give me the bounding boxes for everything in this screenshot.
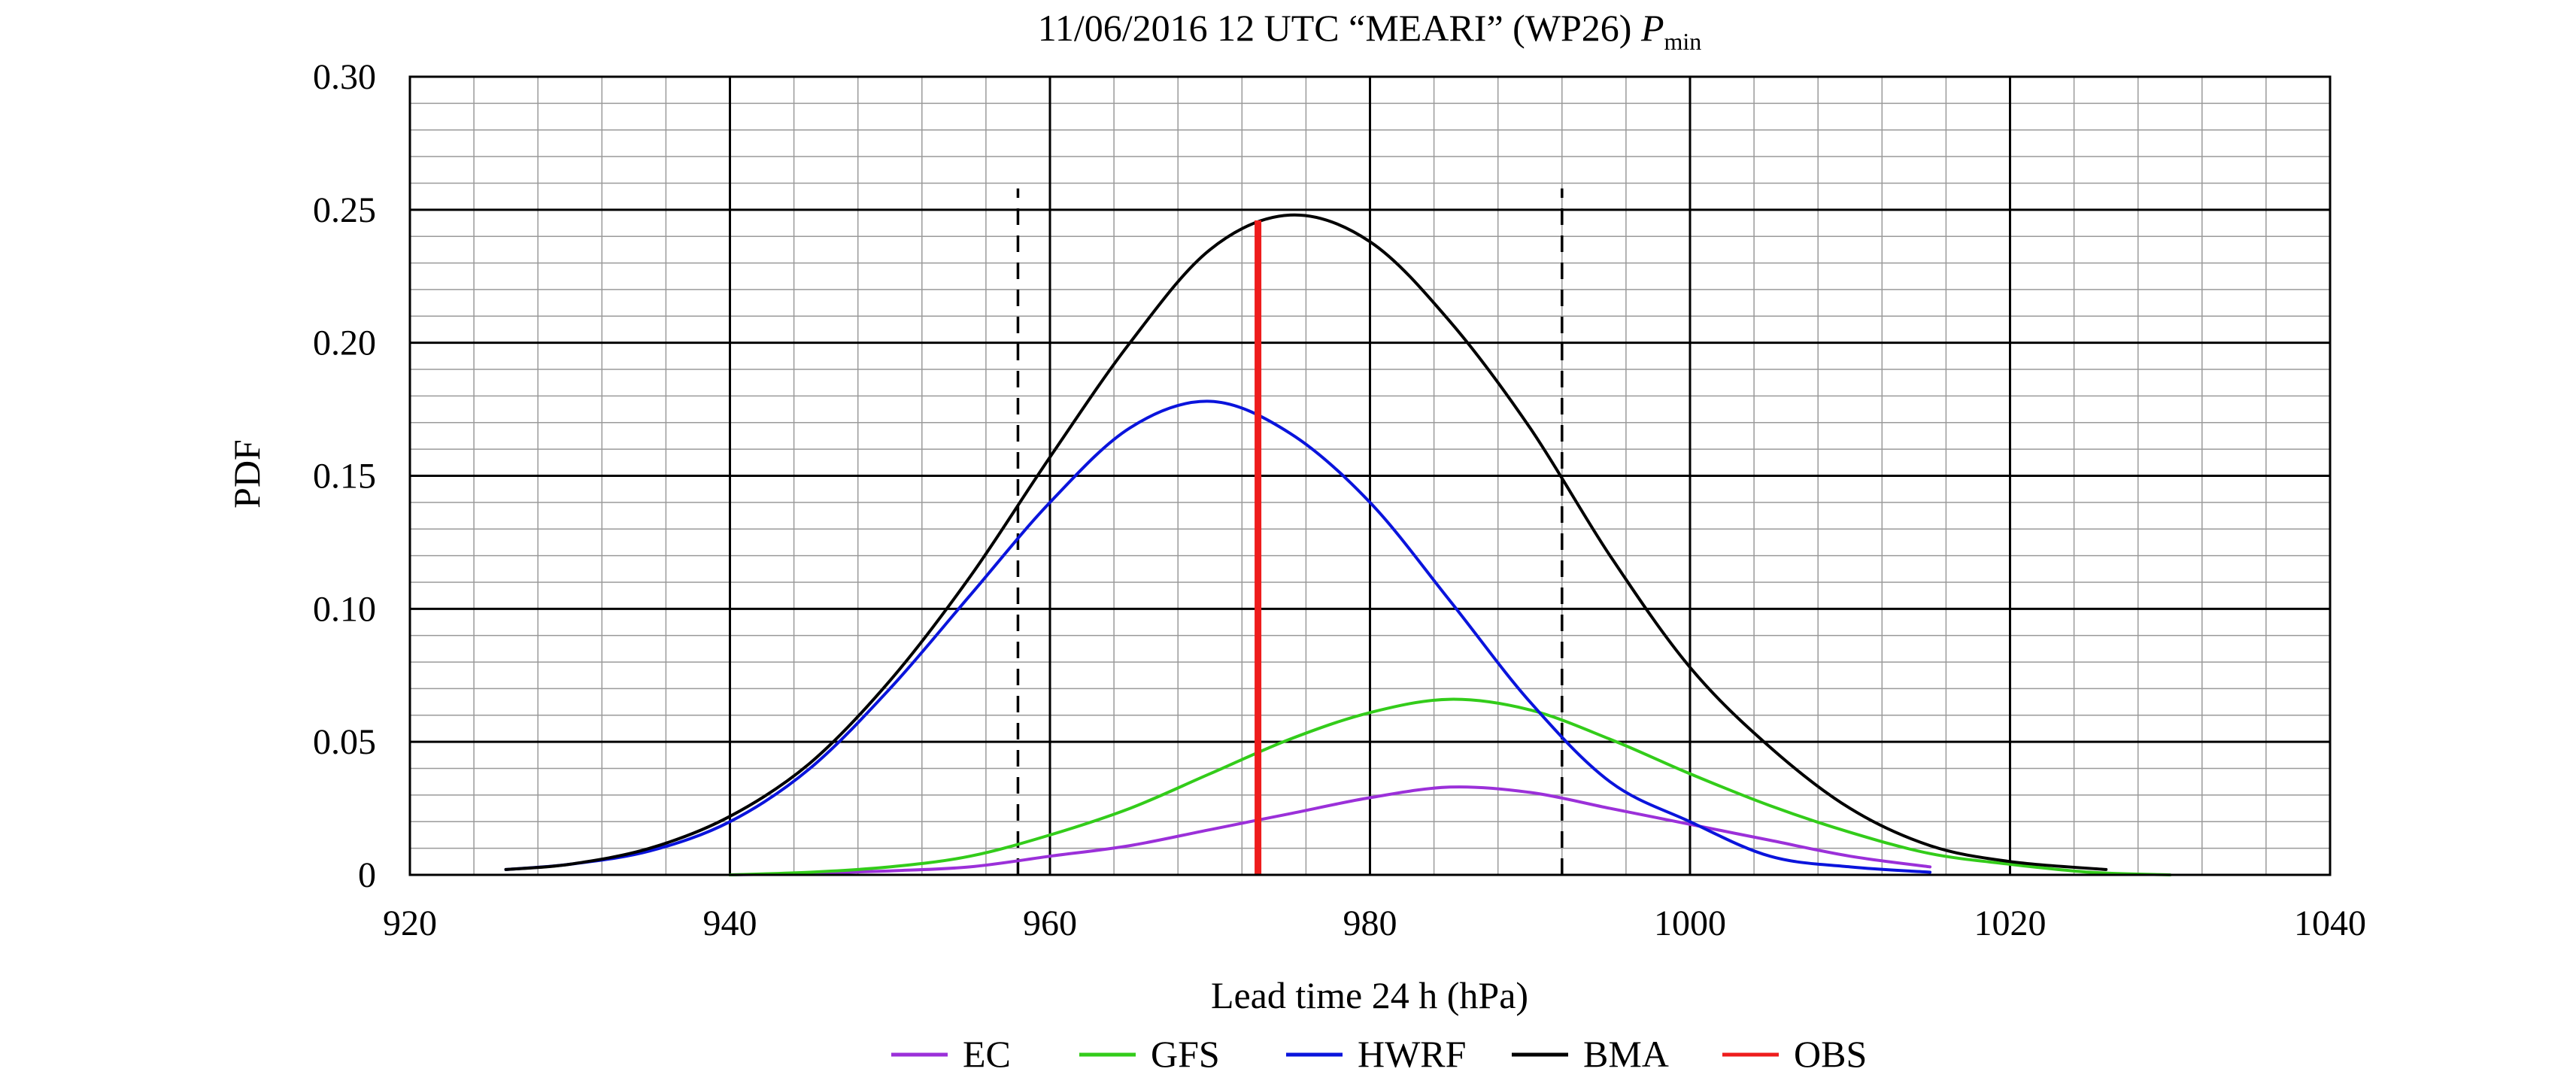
x-tick-label: 940 (703, 903, 757, 943)
x-tick-label: 1020 (1974, 903, 2047, 943)
x-tick-label: 1040 (2294, 903, 2366, 943)
x-tick-label: 1000 (1654, 903, 1726, 943)
dashed-bounds (1016, 188, 1564, 875)
y-tick-label: 0.30 (313, 57, 376, 97)
x-tick-labels: 920 940 960 980 1000 1020 1040 (383, 903, 2366, 943)
y-tick-label: 0.05 (313, 722, 376, 762)
y-tick-label: 0.25 (313, 190, 376, 230)
x-tick-label: 980 (1343, 903, 1397, 943)
legend-label-ec: EC (963, 1033, 1011, 1075)
series-line-hwrf (504, 399, 1932, 874)
series-line-ec (728, 785, 1932, 876)
series-lines (504, 213, 2172, 876)
title-main: 11/06/2016 12 UTC “MEARI” (WP26) (1038, 7, 1641, 49)
y-tick-label: 0.10 (313, 589, 376, 629)
y-tick-label: 0.20 (313, 323, 376, 363)
y-tick-label: 0 (358, 855, 376, 895)
y-tick-labels: 0 0.05 0.10 0.15 0.20 0.25 0.30 (313, 57, 376, 895)
y-tick-label: 0.15 (313, 457, 376, 496)
plot-frame (408, 75, 2332, 876)
legend-label-obs: OBS (1794, 1033, 1867, 1075)
chart-title: 11/06/2016 12 UTC “MEARI” (WP26) Pmin (1038, 7, 1702, 55)
series-line-bma (504, 213, 2108, 871)
legend: EC GFS HWRF BMA OBS (891, 1033, 1867, 1075)
y-axis-title: PDF (226, 439, 268, 509)
legend-label-bma: BMA (1583, 1033, 1669, 1075)
title-var: P (1640, 7, 1664, 49)
x-tick-label: 960 (1023, 903, 1077, 943)
legend-label-gfs: GFS (1151, 1033, 1220, 1075)
legend-label-hwrf: HWRF (1358, 1033, 1466, 1075)
x-axis-title: Lead time 24 h (hPa) (1211, 974, 1528, 1016)
x-tick-label: 920 (383, 903, 437, 943)
series-line-gfs (728, 697, 2172, 876)
major-gridlines (408, 75, 2332, 876)
title-subscript: min (1664, 28, 1702, 55)
